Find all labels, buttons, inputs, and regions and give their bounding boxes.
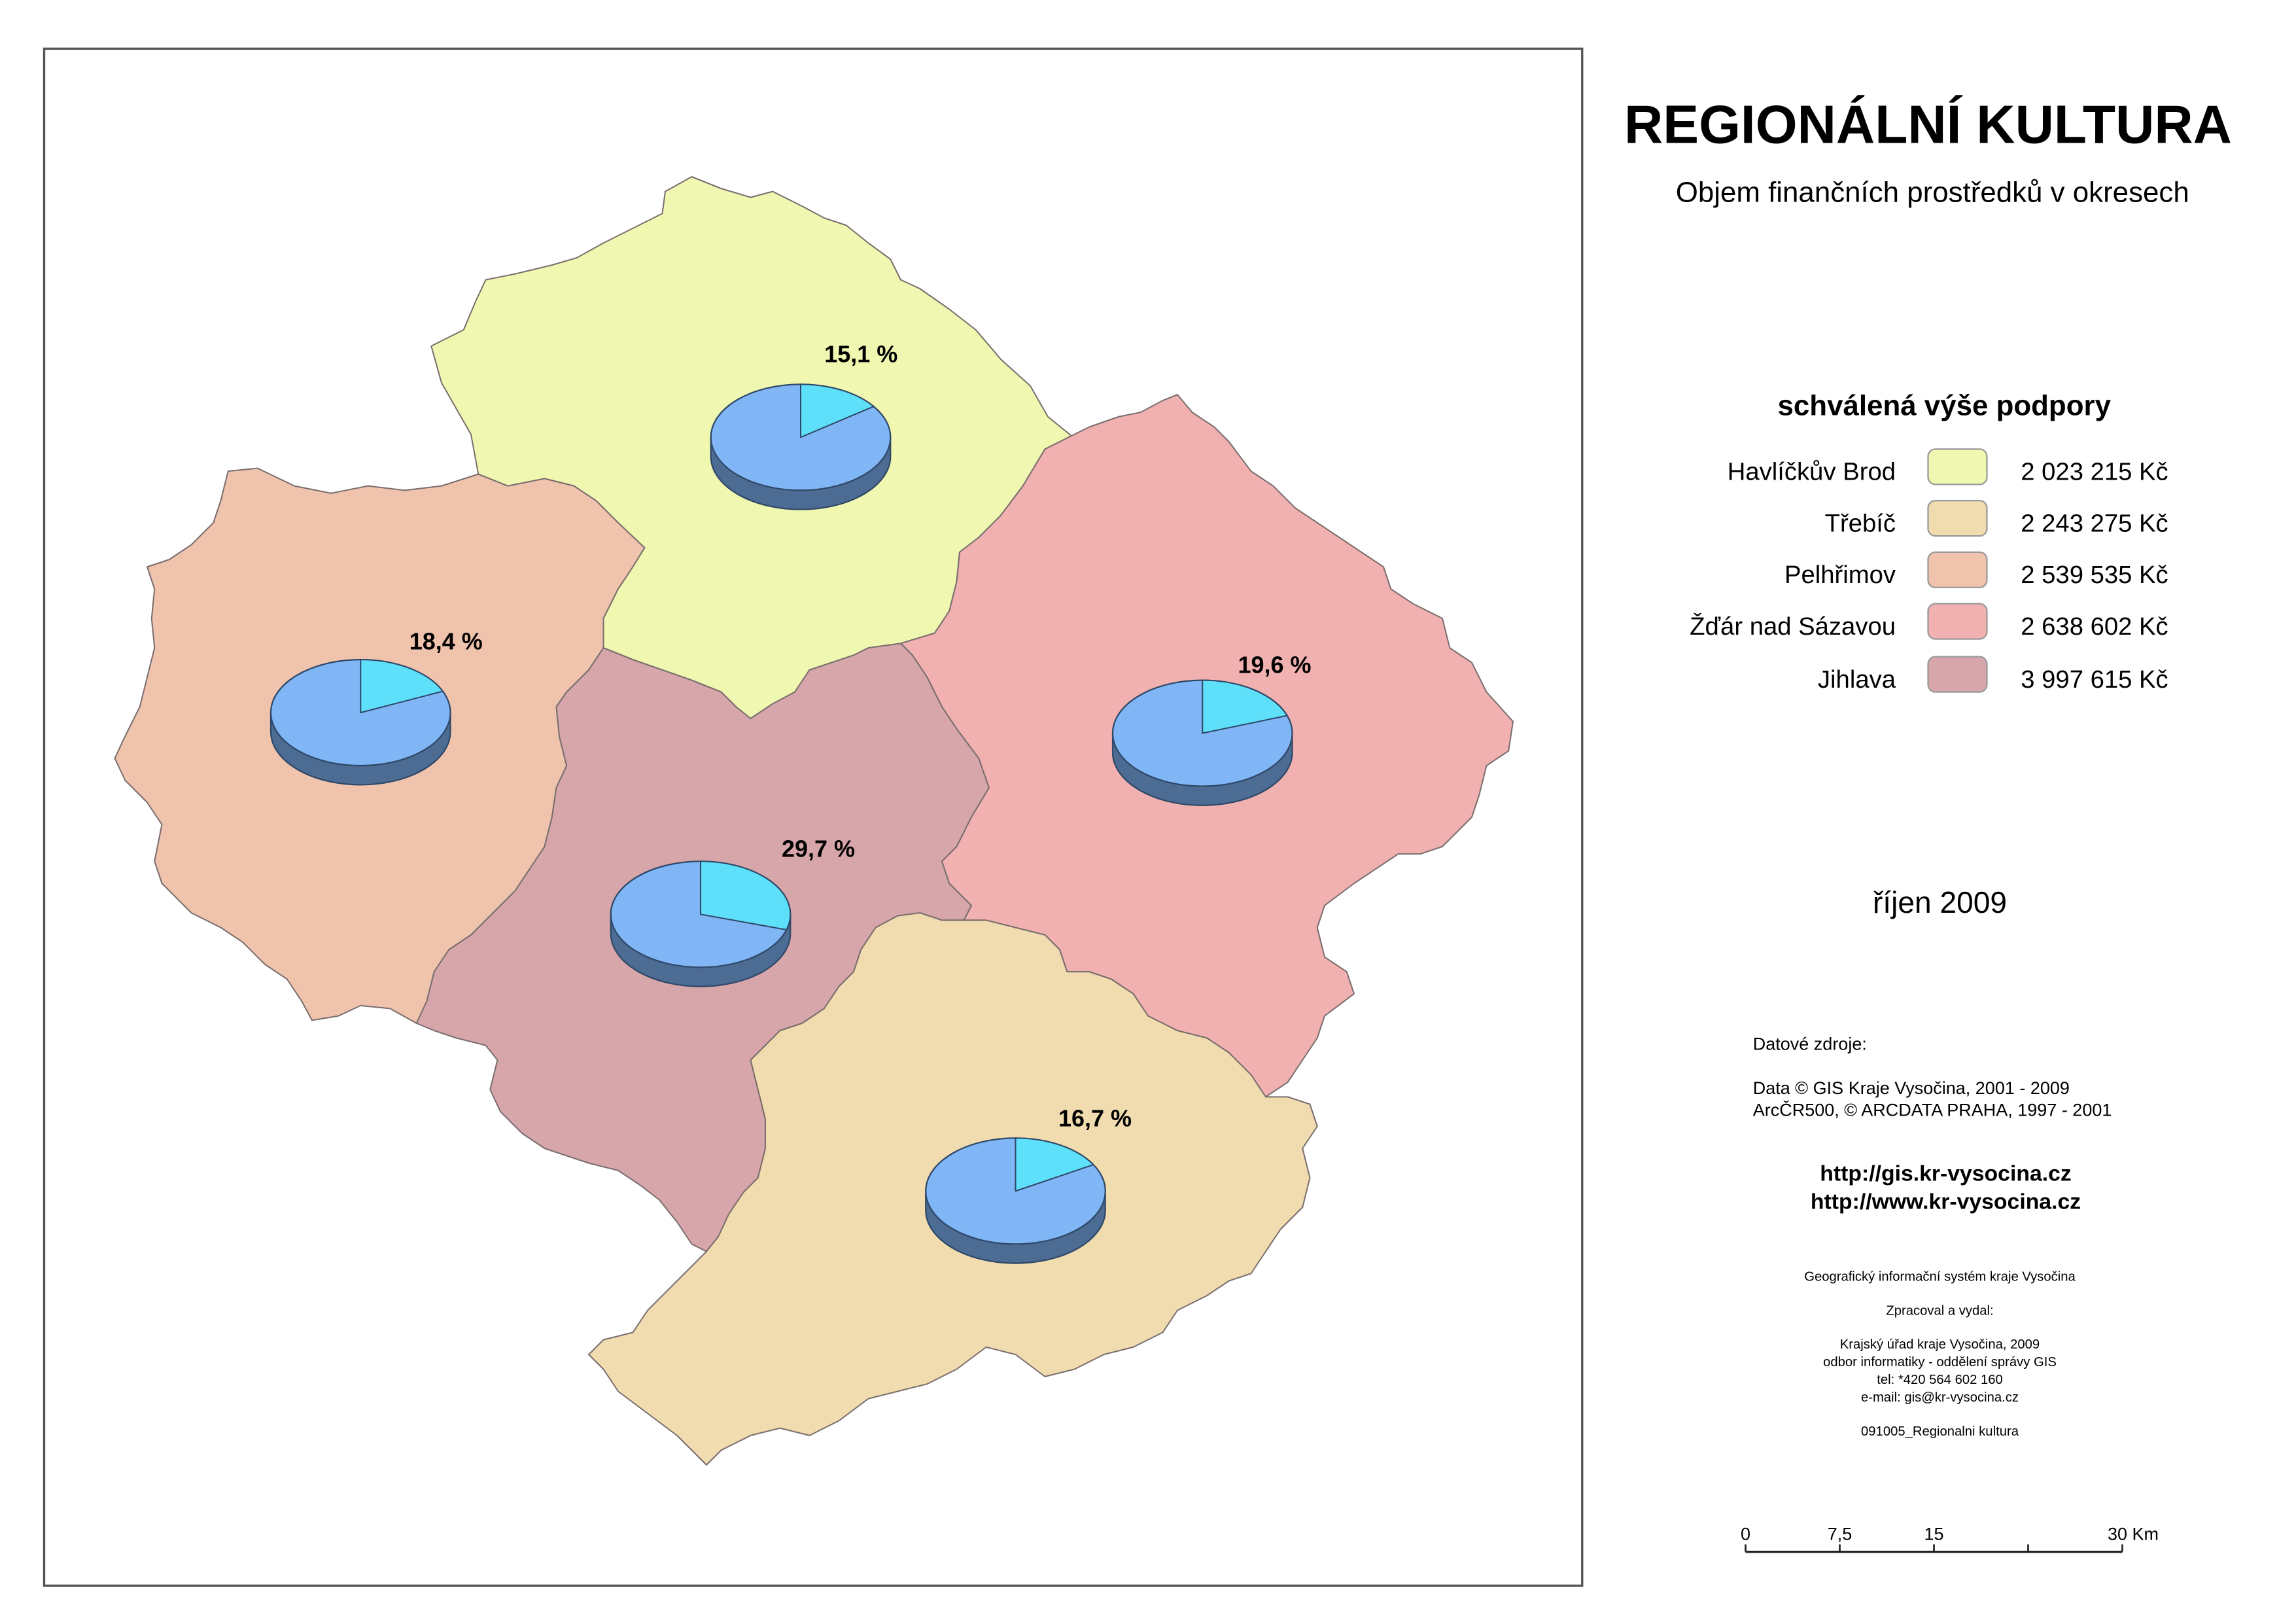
pie-share-slice bbox=[1015, 1137, 1094, 1192]
map-date: říjen 2009 bbox=[1873, 885, 2007, 919]
legend-item: Žďár nad Sázavou 2 638 602 Kč bbox=[1690, 603, 2168, 641]
legend-item-name: Třebíč bbox=[1825, 509, 1896, 537]
pie-layer: 15,1 % 18,4 % 29,7 % 19,6 % 16,7 % bbox=[270, 341, 1312, 1264]
map-title: REGIONÁLNÍ KULTURA bbox=[1624, 95, 2232, 154]
legend-item-name: Jihlava bbox=[1818, 665, 1896, 694]
scale-bar-label: 7,5 bbox=[1828, 1525, 1852, 1544]
legend-item: Jihlava 3 997 615 Kč bbox=[1818, 656, 2168, 694]
legend-item-name: Pelhřimov bbox=[1784, 561, 1896, 589]
share-label-pelhrimov: 18,4 % bbox=[409, 627, 483, 654]
legend-swatch bbox=[1927, 603, 1988, 640]
legend: schválená výše podpory Havlíčkův Brod 2 … bbox=[1690, 390, 2168, 694]
scale-bar-label: 15 bbox=[1924, 1525, 1943, 1544]
scale-bar-label: 0 bbox=[1741, 1525, 1750, 1544]
credits-system: Geografický informační systém kraje Vyso… bbox=[1804, 1270, 2076, 1284]
map-subtitle: Objem finančních prostředků v okresech bbox=[1676, 176, 2189, 208]
legend-item-value: 2 243 275 Kč bbox=[2021, 509, 2168, 537]
credits-publisher-line: tel: *420 564 602 160 bbox=[1877, 1373, 2003, 1387]
legend-item-value: 2 023 215 Kč bbox=[2021, 458, 2168, 486]
legend-item: Havlíčkův Brod 2 023 215 Kč bbox=[1728, 448, 2168, 486]
scale-bar: 0 7,5 15 30 Km bbox=[1741, 1525, 2159, 1553]
pie-share-slice bbox=[360, 659, 444, 714]
link-www: http://www.kr-vysocina.cz bbox=[1811, 1189, 2081, 1214]
sources-heading: Datové zdroje: bbox=[1753, 1034, 1867, 1053]
pie-share-slice bbox=[699, 860, 791, 930]
data-sources: Datové zdroje: Data © GIS Kraje Vysočina… bbox=[1753, 1034, 2112, 1120]
pie-share-slice bbox=[1202, 679, 1288, 734]
share-label-zdar-nad-sazavou: 19,6 % bbox=[1238, 651, 1311, 678]
credits-publisher-line: Krajský úřad kraje Vysočina, 2009 bbox=[1840, 1337, 2040, 1352]
legend-item-value: 3 997 615 Kč bbox=[2021, 665, 2168, 694]
legend-item-value: 2 638 602 Kč bbox=[2021, 612, 2168, 641]
source-line: Data © GIS Kraje Vysočina, 2001 - 2009 bbox=[1753, 1078, 2070, 1098]
legend-item: Pelhřimov 2 539 535 Kč bbox=[1784, 551, 2168, 589]
share-label-jihlava: 29,7 % bbox=[782, 836, 855, 862]
scale-bar-label: 30 Km bbox=[2108, 1525, 2159, 1544]
link-gis: http://gis.kr-vysocina.cz bbox=[1820, 1161, 2071, 1186]
legend-item-value: 2 539 535 Kč bbox=[2021, 561, 2168, 589]
legend-swatch bbox=[1927, 656, 1988, 693]
legend-swatch bbox=[1927, 551, 1988, 588]
credits: Geografický informační systém kraje Vyso… bbox=[1804, 1270, 2076, 1439]
map-frame bbox=[43, 47, 1584, 1587]
web-links: http://gis.kr-vysocina.cz http://www.kr-… bbox=[1811, 1161, 2081, 1214]
credits-publisher-line: e-mail: gis@kr-vysocina.cz bbox=[1861, 1390, 2019, 1405]
share-label-trebic: 16,7 % bbox=[1058, 1104, 1132, 1131]
pie-jihlava bbox=[610, 860, 791, 987]
legend-item-name: Žďár nad Sázavou bbox=[1690, 612, 1896, 641]
credits-publisher-line: odbor informatiky - oddělení správy GIS bbox=[1823, 1355, 2057, 1369]
credits-processed-heading: Zpracoval a vydal: bbox=[1886, 1303, 1993, 1318]
legend-item-name: Havlíčkův Brod bbox=[1728, 458, 1896, 486]
source-line: ArcČR500, © ARCDATA PRAHA, 1997 - 2001 bbox=[1753, 1100, 2112, 1120]
legend-title: schválená výše podpory bbox=[1778, 390, 2112, 422]
share-label-havlickuv-brod: 15,1 % bbox=[824, 341, 897, 368]
pie-pelhrimov bbox=[270, 659, 451, 786]
pie-havlickuv-brod bbox=[710, 383, 892, 510]
pie-zdar-nad-sazavou bbox=[1111, 679, 1293, 806]
pie-share-slice bbox=[799, 383, 875, 438]
legend-item: Třebíč 2 243 275 Kč bbox=[1825, 500, 2168, 537]
legend-swatch bbox=[1927, 500, 1988, 537]
legend-swatch bbox=[1927, 448, 1988, 485]
credits-file-id: 091005_Regionalni kultura bbox=[1861, 1424, 2019, 1439]
pie-trebic bbox=[925, 1137, 1106, 1264]
